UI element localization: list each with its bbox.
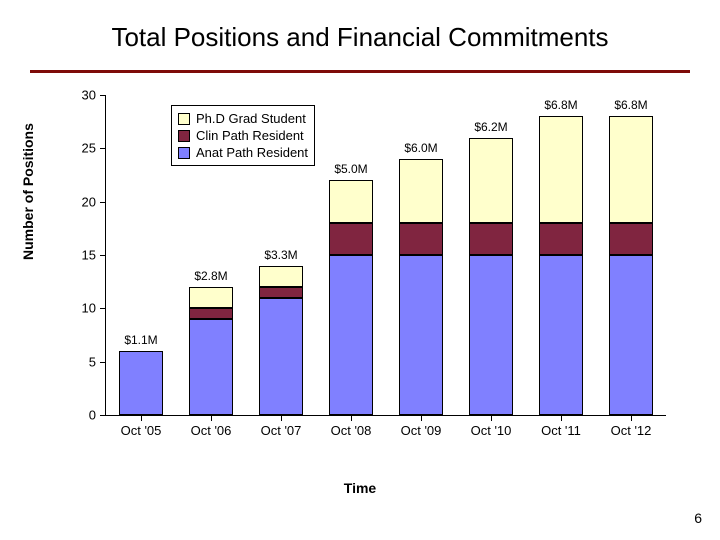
bar-segment: [539, 223, 583, 255]
legend-item: Anat Path Resident: [178, 144, 308, 161]
bar-segment: [399, 223, 443, 255]
legend-label: Clin Path Resident: [196, 128, 304, 143]
bar-group: $5.0M: [329, 180, 373, 415]
x-tick-label: Oct '06: [191, 423, 232, 438]
y-tick-label: 30: [82, 88, 96, 103]
x-tick: [631, 415, 632, 421]
y-tick-label: 15: [82, 248, 96, 263]
x-tick-label: Oct '11: [541, 423, 581, 438]
bar-segment: [189, 308, 233, 319]
x-tick-label: Oct '10: [471, 423, 512, 438]
y-tick-label: 20: [82, 194, 96, 209]
y-tick-label: 10: [82, 301, 96, 316]
x-tick-label: Oct '12: [611, 423, 652, 438]
x-tick: [211, 415, 212, 421]
bar-segment: [259, 298, 303, 415]
legend-label: Anat Path Resident: [196, 145, 308, 160]
bar-segment: [399, 255, 443, 415]
bar-segment: [609, 255, 653, 415]
y-tick: [100, 202, 106, 203]
bar-segment: [609, 223, 653, 255]
legend-item: Clin Path Resident: [178, 127, 308, 144]
plot-region: 051015202530Oct '05$1.1MOct '06$2.8MOct …: [105, 95, 666, 416]
y-tick-label: 25: [82, 141, 96, 156]
x-tick-label: Oct '07: [261, 423, 302, 438]
bar-segment: [259, 287, 303, 298]
bar-total-label: $2.8M: [194, 269, 227, 283]
bar-total-label: $6.8M: [614, 98, 647, 112]
bar-group: $6.0M: [399, 159, 443, 415]
x-tick: [421, 415, 422, 421]
bar-total-label: $1.1M: [124, 333, 157, 347]
bar-segment: [539, 255, 583, 415]
legend-swatch: [178, 147, 190, 159]
y-tick: [100, 362, 106, 363]
chart-area: 051015202530Oct '05$1.1MOct '06$2.8MOct …: [60, 95, 680, 475]
bar-segment: [329, 180, 373, 223]
page-number: 6: [694, 510, 702, 526]
slide-title: Total Positions and Financial Commitment…: [0, 22, 720, 53]
y-tick: [100, 148, 106, 149]
x-tick-label: Oct '05: [121, 423, 162, 438]
bar-group: $6.8M: [539, 116, 583, 415]
bar-group: $3.3M: [259, 266, 303, 415]
legend-label: Ph.D Grad Student: [196, 111, 306, 126]
bar-segment: [259, 266, 303, 287]
bar-segment: [469, 138, 513, 223]
legend-swatch: [178, 113, 190, 125]
bar-segment: [399, 159, 443, 223]
bar-segment: [469, 223, 513, 255]
y-tick: [100, 415, 106, 416]
bar-total-label: $3.3M: [264, 248, 297, 262]
legend-swatch: [178, 130, 190, 142]
bar-total-label: $6.2M: [474, 120, 507, 134]
x-axis-label: Time: [0, 480, 720, 496]
y-tick: [100, 95, 106, 96]
bar-segment: [469, 255, 513, 415]
title-rule: [30, 70, 690, 73]
x-tick-label: Oct '08: [331, 423, 372, 438]
bar-segment: [329, 255, 373, 415]
y-tick: [100, 308, 106, 309]
bar-group: $6.2M: [469, 138, 513, 415]
bar-segment: [119, 351, 163, 415]
y-tick: [100, 255, 106, 256]
x-tick-label: Oct '09: [401, 423, 442, 438]
bar-group: $6.8M: [609, 116, 653, 415]
bar-segment: [189, 319, 233, 415]
bar-group: $2.8M: [189, 287, 233, 415]
legend-item: Ph.D Grad Student: [178, 110, 308, 127]
bar-segment: [539, 116, 583, 223]
bar-segment: [609, 116, 653, 223]
y-tick-label: 0: [89, 408, 96, 423]
x-tick: [491, 415, 492, 421]
bar-total-label: $6.0M: [404, 141, 437, 155]
bar-group: $1.1M: [119, 351, 163, 415]
bar-segment: [329, 223, 373, 255]
slide: Total Positions and Financial Commitment…: [0, 0, 720, 540]
y-tick-label: 5: [89, 354, 96, 369]
legend: Ph.D Grad Student Clin Path Resident Anat …: [171, 105, 315, 166]
bar-total-label: $6.8M: [544, 98, 577, 112]
x-tick: [281, 415, 282, 421]
bar-segment: [189, 287, 233, 308]
x-tick: [351, 415, 352, 421]
y-axis-label: Number of Positions: [20, 123, 36, 260]
bar-total-label: $5.0M: [334, 162, 367, 176]
x-tick: [141, 415, 142, 421]
x-tick: [561, 415, 562, 421]
